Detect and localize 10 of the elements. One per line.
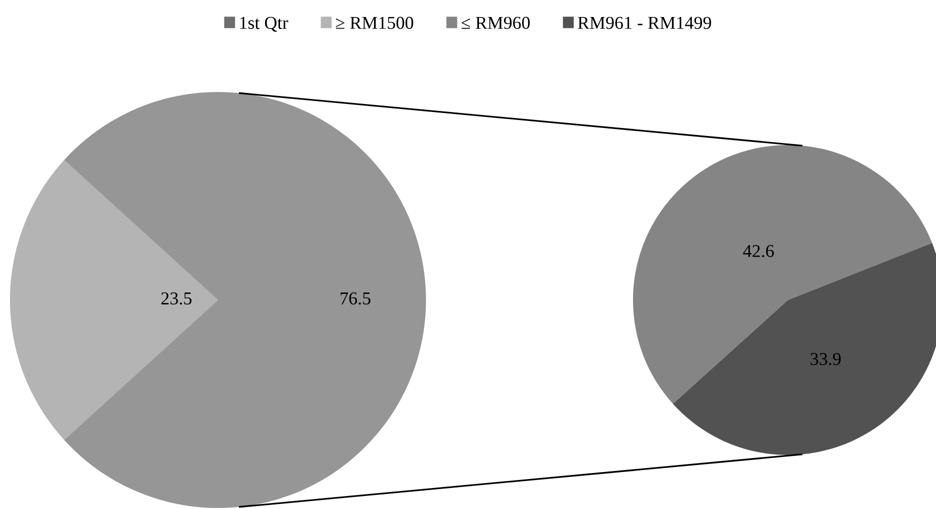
legend-label: 1st Qtr [240, 16, 288, 32]
data-label: 42.6 [743, 244, 774, 258]
pie-slice [64, 92, 426, 508]
pie-slice [10, 160, 218, 440]
legend-label: ≥ RM1500 [336, 16, 414, 29]
data-label: 76.5 [340, 292, 370, 305]
data-label: 33.9 [810, 352, 841, 366]
legend-label: ≤ RM960 [462, 16, 530, 29]
data-label: 23.5 [161, 292, 192, 305]
legend-label: RM961 - RM1499 [578, 16, 712, 29]
